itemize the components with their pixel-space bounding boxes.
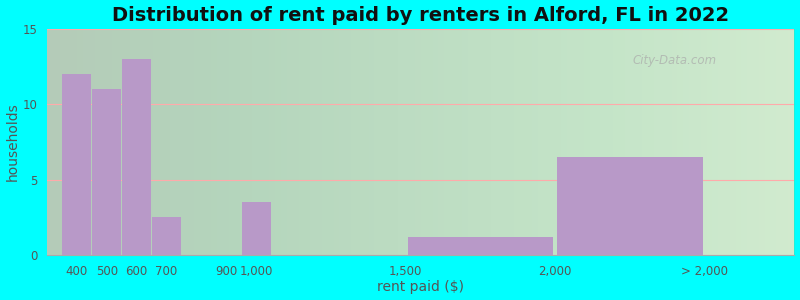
X-axis label: rent paid ($): rent paid ($) [377, 280, 464, 294]
Bar [152, 217, 181, 255]
Bar [242, 202, 270, 255]
Text: City-Data.com: City-Data.com [633, 54, 717, 67]
Bar [92, 89, 122, 255]
Bar [122, 59, 151, 255]
Bar [62, 74, 91, 255]
Title: Distribution of rent paid by renters in Alford, FL in 2022: Distribution of rent paid by renters in … [112, 6, 730, 25]
Bar [408, 237, 553, 255]
Bar [558, 157, 702, 255]
Y-axis label: households: households [6, 103, 19, 181]
